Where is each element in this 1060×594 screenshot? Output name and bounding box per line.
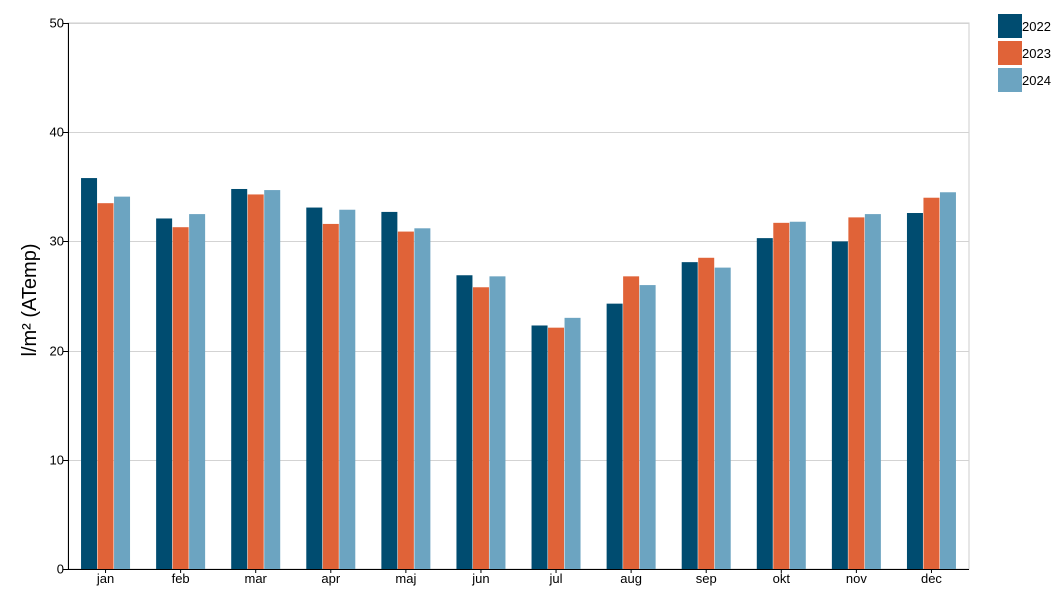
bar bbox=[189, 214, 206, 569]
bars bbox=[81, 178, 956, 570]
bar bbox=[698, 257, 715, 569]
x-tick-label: okt bbox=[773, 571, 791, 586]
bar bbox=[489, 276, 506, 569]
bar bbox=[247, 194, 264, 569]
y-tick-label: 20 bbox=[50, 344, 64, 359]
bar bbox=[548, 327, 565, 569]
bar bbox=[381, 211, 398, 569]
bar bbox=[623, 276, 640, 569]
bar bbox=[923, 197, 940, 569]
y-tick-label: 30 bbox=[50, 234, 64, 249]
bar bbox=[114, 196, 131, 570]
bar bbox=[97, 203, 114, 569]
y-tick-label: 50 bbox=[50, 16, 64, 31]
bar bbox=[756, 238, 773, 569]
x-tick-label: mar bbox=[245, 571, 268, 586]
bar bbox=[939, 192, 956, 569]
bar bbox=[397, 231, 414, 569]
legend-swatch bbox=[998, 68, 1022, 92]
x-tick-label: jul bbox=[549, 571, 563, 586]
legend-label: 2022 bbox=[1022, 19, 1051, 34]
bar bbox=[264, 190, 281, 570]
x-tick-label: apr bbox=[321, 571, 340, 586]
x-tick-label: jan bbox=[96, 571, 114, 586]
x-tick-label: nov bbox=[846, 571, 867, 586]
y-tick-label: 10 bbox=[50, 453, 64, 468]
x-tick-label: maj bbox=[395, 571, 416, 586]
legend-label: 2023 bbox=[1022, 46, 1051, 61]
y-tick-label: 40 bbox=[50, 125, 64, 140]
bar bbox=[864, 214, 881, 569]
bar bbox=[606, 303, 623, 569]
bar bbox=[231, 188, 248, 569]
bar bbox=[322, 223, 339, 570]
x-tick-label: dec bbox=[921, 571, 942, 586]
legend-swatch bbox=[998, 41, 1022, 65]
y-tick-label: 0 bbox=[57, 562, 64, 577]
bar bbox=[472, 287, 489, 569]
x-tick-label: sep bbox=[696, 571, 717, 586]
bar bbox=[831, 241, 848, 569]
x-tick-label: aug bbox=[620, 571, 642, 586]
bar bbox=[81, 178, 98, 569]
bar bbox=[456, 275, 473, 569]
bar bbox=[531, 325, 548, 569]
bar bbox=[339, 209, 356, 569]
legend-label: 2024 bbox=[1022, 73, 1051, 88]
x-tick-label: jun bbox=[471, 571, 489, 586]
legend: 2022 2023 2024 bbox=[998, 14, 1051, 92]
bar bbox=[156, 218, 173, 569]
bar bbox=[306, 207, 323, 569]
bar bbox=[848, 217, 865, 569]
bar bbox=[564, 317, 581, 569]
bar bbox=[773, 222, 790, 569]
bar bbox=[714, 267, 731, 569]
bar bbox=[639, 285, 656, 569]
axes: 0 10 20 30 40 50 jan feb mar apr maj jun jul aug sep ok… bbox=[19, 16, 969, 586]
x-tick-label: feb bbox=[172, 571, 190, 586]
y-axis-title: l/m² (ATemp) bbox=[19, 244, 41, 357]
bar bbox=[414, 228, 431, 569]
bar bbox=[172, 227, 189, 570]
bar bbox=[681, 262, 698, 569]
bar bbox=[906, 213, 923, 569]
bar bbox=[789, 221, 806, 569]
legend-swatch bbox=[998, 14, 1022, 38]
